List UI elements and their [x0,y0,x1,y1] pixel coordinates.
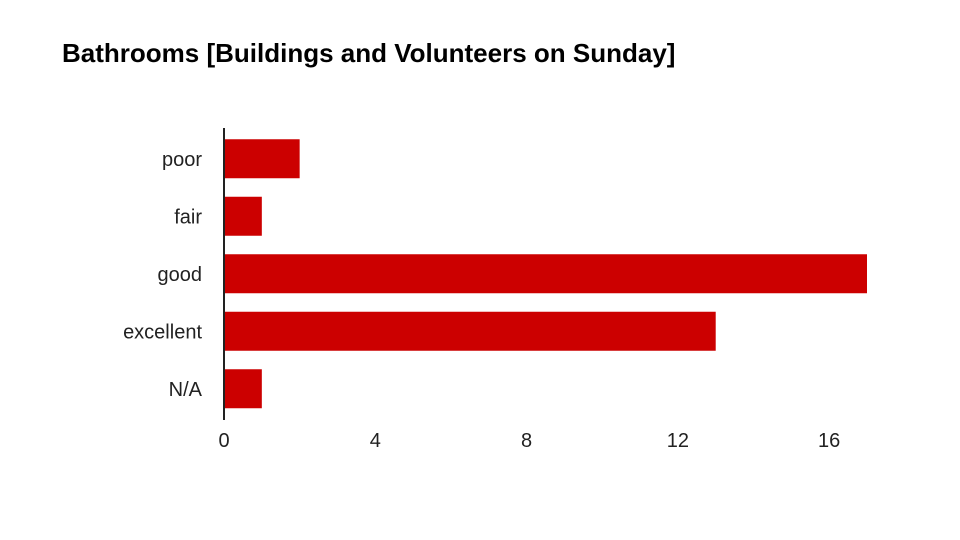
bar-good [224,254,867,294]
x-axis-ticks: 0 4 8 12 16 [218,430,840,452]
chart-title: Bathrooms [Buildings and Volunteers on S… [62,38,676,68]
x-tick-label: 16 [818,430,840,452]
category-label: good [158,264,203,286]
category-label: N/A [169,379,203,401]
category-labels: poor fair good excellent N/A [123,149,203,401]
bar-n-a [224,369,262,409]
category-label: fair [174,206,202,228]
x-tick-label: 8 [521,430,532,452]
bar-excellent [224,311,716,351]
x-tick-label: 4 [370,430,381,452]
bars-layer [224,139,867,409]
category-label: poor [162,149,202,171]
bar-poor [224,139,300,179]
x-tick-label: 0 [218,430,229,452]
category-label: excellent [123,321,202,343]
bar-fair [224,196,262,236]
x-tick-label: 12 [667,430,689,452]
